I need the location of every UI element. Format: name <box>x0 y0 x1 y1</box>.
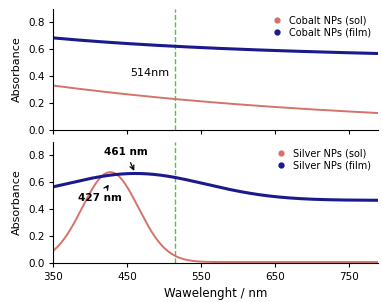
Y-axis label: Absorbance: Absorbance <box>12 37 23 102</box>
Legend: Silver NPs (sol), Silver NPs (film): Silver NPs (sol), Silver NPs (film) <box>269 147 373 173</box>
Text: 514nm: 514nm <box>130 68 169 78</box>
X-axis label: Wawelenght / nm: Wawelenght / nm <box>164 287 267 300</box>
Y-axis label: Absorbance: Absorbance <box>12 169 23 235</box>
Legend: Cobalt NPs (sol), Cobalt NPs (film): Cobalt NPs (sol), Cobalt NPs (film) <box>265 14 373 40</box>
Text: 461 nm: 461 nm <box>104 147 148 170</box>
Text: 427 nm: 427 nm <box>78 186 122 203</box>
